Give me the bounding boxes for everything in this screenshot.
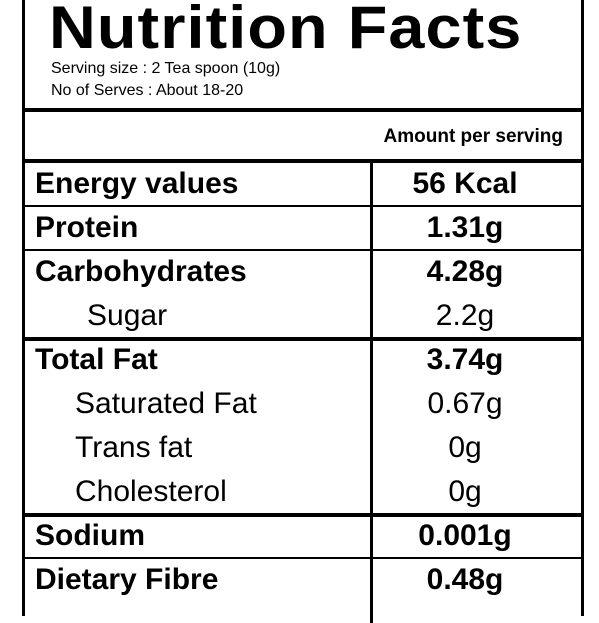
rule [25, 557, 581, 559]
nutrient-name: Carbohydrates [35, 255, 247, 288]
rule [25, 159, 581, 163]
nutrient-amount: 0.67g [427, 387, 503, 420]
nutrient-amount: 2.2g [435, 299, 495, 332]
rule [25, 337, 581, 341]
serving-size: Serving size : 2 Tea spoon (10g) [51, 60, 281, 77]
nutrient-amount: 0.48g [426, 563, 504, 596]
nutrient-amount: 0g [448, 475, 482, 508]
column-divider [370, 163, 373, 623]
nutrient-name: Protein [35, 211, 139, 244]
nutrition-label: Nutrition Facts Serving size : 2 Tea spo… [22, 0, 584, 623]
rule [25, 108, 581, 112]
nutrient-name: Sodium [35, 519, 145, 552]
column-header: Amount per serving [383, 126, 563, 147]
title: Nutrition Facts [49, 0, 523, 61]
nutrient-amount: 56 Kcal [412, 167, 518, 200]
nutrient-name: Energy values [35, 167, 239, 200]
rule [25, 513, 581, 517]
nutrient-amount: 0.001g [418, 519, 512, 552]
nutrient-amount: 1.31g [426, 211, 504, 244]
nutrient-name: Sugar [87, 299, 168, 332]
nutrient-name: Saturated Fat [75, 387, 257, 420]
nutrient-name: Trans fat [75, 431, 193, 464]
nutrient-amount: 3.74g [426, 343, 504, 376]
rule [25, 205, 581, 207]
nutrient-name: Cholesterol [75, 475, 227, 508]
nutrient-name: Dietary Fibre [35, 563, 219, 596]
rule [25, 249, 581, 251]
nutrient-name: Total Fat [35, 343, 158, 376]
nutrient-amount: 4.28g [426, 255, 504, 288]
servings: No of Serves : About 18-20 [51, 82, 244, 99]
nutrient-amount: 0g [448, 431, 482, 464]
